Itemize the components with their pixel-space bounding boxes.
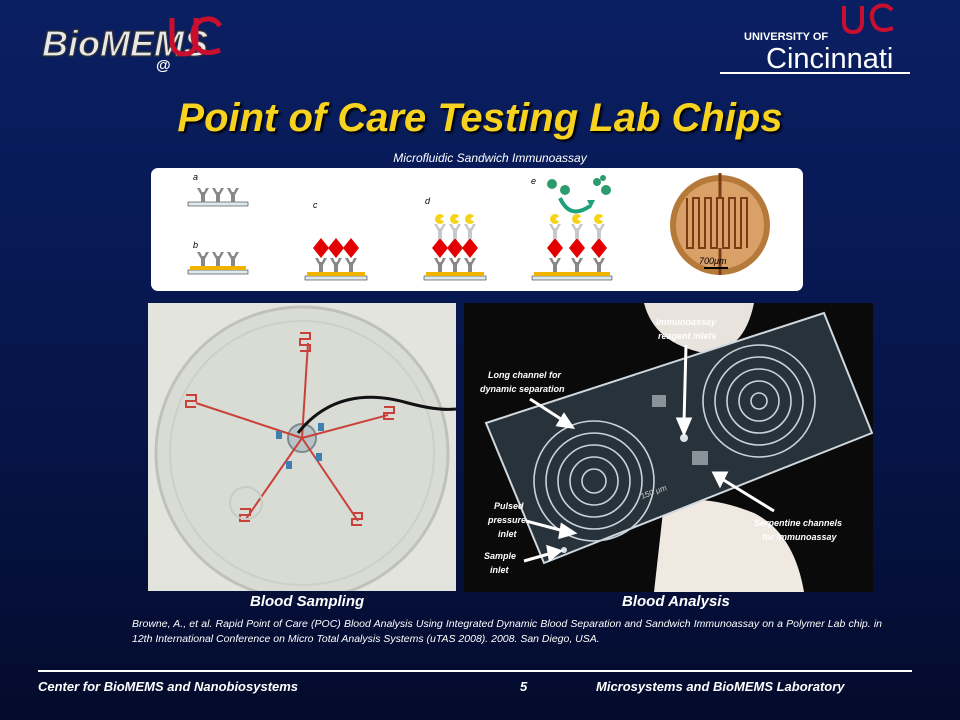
annotation-immunoassay-2: reagent inlets [658, 331, 717, 341]
uc-emblem-icon [169, 16, 223, 57]
blood-sampling-photo [148, 303, 457, 601]
uc-monogram-icon [842, 3, 894, 35]
annotation-long-channel-2: dynamic separation [480, 384, 565, 394]
annotation-sample-1: Sample [484, 551, 516, 561]
page-number: 5 [520, 679, 528, 694]
biomems-logo: BioMEMS @ [38, 12, 228, 78]
caption-blood-analysis: Blood Analysis [622, 593, 730, 610]
scale-bar-label: 700μm [699, 256, 727, 266]
annotation-pulsed-2: pressure [487, 515, 526, 525]
biomems-logo-text: BioMEMS [42, 23, 208, 64]
blood-analysis-photo: 150 μm Immunoassay reagent inlets Long c… [464, 303, 873, 592]
university-of-cincinnati-logo: UNIVERSITY OF Cincinnati [740, 2, 920, 75]
diagram-label-b: b [193, 240, 198, 250]
immunoassay-diagram: a b c d e [187, 172, 770, 281]
reference-citation: Browne, A., et al. Rapid Point of Care (… [132, 618, 882, 645]
annotation-pulsed-1: Pulsed [494, 501, 524, 511]
diagram-label-d: d [425, 196, 431, 206]
diagram-label-c: c [313, 200, 318, 210]
annotation-immunoassay-1: Immunoassay [656, 317, 717, 327]
scale-bar [704, 267, 728, 269]
annotation-serpentine-1: Serpentine channels [754, 518, 842, 528]
diagram-label-a: a [193, 172, 198, 182]
uc-logo-name: Cincinnati [766, 43, 893, 74]
annotation-serpentine-2: for immunoassay [762, 532, 838, 542]
serpentine-micrograph: 700μm [670, 173, 770, 275]
header-divider [720, 72, 910, 74]
footer-right-text: Microsystems and BioMEMS Laboratory [596, 679, 845, 694]
annotation-sample-2: inlet [490, 565, 510, 575]
uc-logo-university: UNIVERSITY OF [744, 31, 828, 43]
annotation-pulsed-3: inlet [498, 529, 518, 539]
caption-blood-sampling: Blood Sampling [250, 593, 365, 610]
diagram-label-e: e [531, 176, 536, 186]
annotation-long-channel-1: Long channel for [488, 370, 561, 380]
immunoassay-diagram-panel: a b c d e [151, 168, 803, 291]
footer-left-text: Center for BioMEMS and Nanobiosystems [38, 679, 299, 694]
slide-title: Point of Care Testing Lab Chips [177, 96, 783, 140]
diagram-subtitle: Microfluidic Sandwich Immunoassay [393, 151, 587, 165]
footer-divider [38, 670, 912, 672]
substrate-molecules-icon [547, 175, 611, 214]
biomems-logo-at: @ [156, 57, 171, 74]
